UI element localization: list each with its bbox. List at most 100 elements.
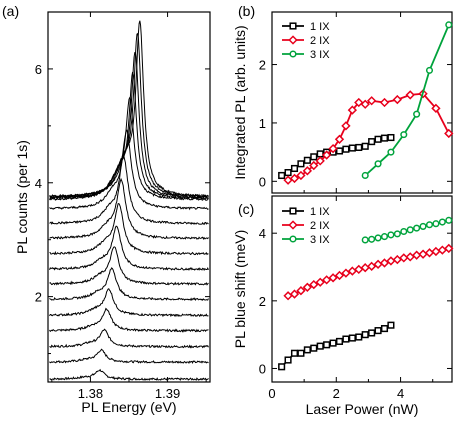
panel-b-point xyxy=(355,143,363,152)
panel-c-xlabel: Laser Power (nW) xyxy=(306,401,419,417)
panel-c-point xyxy=(278,363,286,371)
panel-b-point xyxy=(297,160,305,168)
panel-c-point xyxy=(387,231,395,239)
panel-c-xtick-label: 4 xyxy=(397,386,404,401)
panel-c-point xyxy=(437,245,448,255)
panel-c-legend-marker xyxy=(289,235,297,243)
panel-c-point xyxy=(380,325,389,333)
panel-b-point xyxy=(366,96,377,106)
panel-b-point xyxy=(361,142,369,150)
panel-c-point xyxy=(284,356,292,364)
panel-c-point xyxy=(405,252,415,262)
panel-c-legend-marker xyxy=(289,207,297,215)
panel-b-point xyxy=(445,21,453,29)
panel-b-point xyxy=(405,90,415,100)
panel-c-series-2 xyxy=(283,243,454,301)
panel-b-point xyxy=(341,121,351,131)
panel-b-point xyxy=(360,99,370,109)
panel-b-series-1 xyxy=(278,133,395,180)
panel-c-legend-label: 3 IX xyxy=(310,234,330,246)
panel-c-point xyxy=(406,226,414,234)
panel-b-ytick-label: 2 xyxy=(259,58,266,73)
panel-c-point xyxy=(379,258,390,268)
panel-b-point xyxy=(302,166,313,176)
panel-c-point xyxy=(342,335,350,343)
panel-b-point xyxy=(283,175,293,185)
panel-c-point xyxy=(302,282,313,292)
panel-c-ylabel: PL blue shift (meV) xyxy=(232,230,248,349)
panel-b-point xyxy=(374,160,382,168)
panel-b-point xyxy=(321,150,332,160)
panel-c-point xyxy=(418,249,428,259)
panel-b-legend-label: 1 IX xyxy=(310,21,330,33)
panel-c-point xyxy=(392,254,403,265)
panel-b-legend-marker xyxy=(289,22,297,30)
panel-c-point xyxy=(387,321,395,329)
panel-c-point xyxy=(296,286,306,296)
panel-b-point xyxy=(296,170,306,181)
panel-b-point xyxy=(316,150,324,158)
panel-b-point xyxy=(284,169,292,177)
panel-b-point xyxy=(374,135,382,143)
panel-c-point xyxy=(424,248,435,258)
panel-c-point xyxy=(341,268,351,278)
panel-a-ylabel: PL counts (per 1s) xyxy=(14,140,30,254)
panel-c-ytick-label: 2 xyxy=(259,294,266,309)
panel-c-point xyxy=(374,327,382,335)
panel-a-xlabel: PL Energy (eV) xyxy=(81,399,176,415)
panel-c-point xyxy=(323,341,331,349)
panel-c-point xyxy=(438,218,446,226)
panel-c-point xyxy=(419,222,427,230)
panel-a-label: (a) xyxy=(2,3,19,19)
panel-b-point xyxy=(425,66,434,74)
panel-c-series-1 xyxy=(278,321,395,371)
panel-c-point xyxy=(361,236,369,244)
panel-b-label: (b) xyxy=(238,3,255,19)
panel-b-point xyxy=(328,143,338,154)
panel-b-point xyxy=(354,97,364,108)
panel-a-spectrum-11 xyxy=(49,155,209,226)
panel-c-point xyxy=(360,263,370,273)
panel-a-spectrum-8 xyxy=(49,225,209,272)
panel-c-legend-label: 2 IX xyxy=(310,220,330,232)
panel-c-point xyxy=(431,246,441,257)
panel-c-point xyxy=(354,264,364,275)
panel-a-spectrum-10 xyxy=(49,177,209,241)
panel-c-point xyxy=(432,220,440,228)
panel-b-point xyxy=(342,145,350,153)
panel-b-point xyxy=(368,138,376,146)
panel-b-point xyxy=(290,164,299,173)
panel-b-point xyxy=(347,105,358,115)
panel-b-point xyxy=(335,147,344,155)
panel-a-spectrum-5 xyxy=(49,288,209,318)
panel-c-frame xyxy=(271,195,453,383)
panel-b-point xyxy=(400,131,408,139)
panel-c-ytick-label: 4 xyxy=(259,226,266,241)
panel-b-point xyxy=(361,171,369,180)
panel-b-legend-label: 2 IX xyxy=(310,35,330,47)
panel-c-point xyxy=(309,279,319,290)
panel-a-spectrum-17 xyxy=(49,20,209,198)
panel-b-point xyxy=(315,156,325,166)
panel-c-point xyxy=(400,227,408,236)
panel-c-legend-label: 1 IX xyxy=(310,206,330,218)
panel-c-point xyxy=(328,273,338,283)
panel-c-ytick-label: 0 xyxy=(259,361,266,376)
panel-a-spectrum-4 xyxy=(49,307,209,333)
panel-b-point xyxy=(309,160,319,171)
panel-c-series-3 xyxy=(361,216,453,244)
panel-c-point xyxy=(411,250,422,260)
panel-c-point xyxy=(297,349,305,357)
panel-a-spectrum-9 xyxy=(49,203,209,256)
panel-b-point xyxy=(303,156,311,164)
panel-b-point xyxy=(413,110,421,118)
panel-a-spectrum-2 xyxy=(49,348,209,365)
panel-b-ytick-label: 0 xyxy=(259,174,266,189)
panel-c-point xyxy=(399,253,409,263)
panel-a-spectrum-3 xyxy=(49,328,209,349)
panel-c-xtick-label: 0 xyxy=(268,386,275,401)
panel-a-spectrum-13 xyxy=(49,96,209,201)
panel-c-point xyxy=(310,344,318,352)
panel-c-point xyxy=(374,234,382,242)
